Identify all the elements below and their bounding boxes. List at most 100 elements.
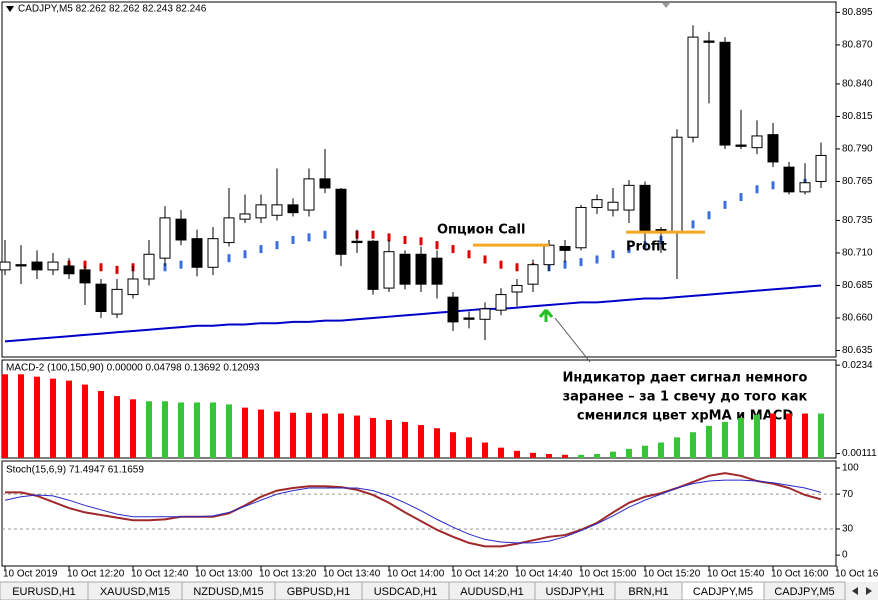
tab-label[interactable]: NZDUSD,M15: [193, 586, 263, 598]
macd-bar: [514, 450, 520, 458]
candle-body: [383, 251, 395, 289]
macd-bar: [818, 413, 824, 458]
macd-bar: [274, 411, 280, 458]
candle-body: [559, 245, 571, 251]
y-tick-label: 80.735: [842, 215, 873, 226]
macd-bar: [530, 452, 536, 458]
candle-body: [415, 253, 427, 285]
xpma-dot: [323, 230, 327, 239]
tab-scroll-arrows[interactable]: [852, 587, 872, 595]
macd-bar: [210, 402, 216, 458]
note-line: сменился цвет xpMA и MACD: [577, 409, 793, 424]
tab-label[interactable]: GBPUSD,H1: [287, 586, 351, 598]
macd-bar: [386, 419, 392, 458]
macd-bar: [754, 414, 760, 458]
candle-body: [639, 184, 651, 233]
macd-bar: [354, 415, 360, 458]
tab-label[interactable]: CADJPY,M5: [693, 586, 753, 598]
x-tick-label: 10 Oct 13:00: [195, 569, 253, 580]
xpma-dot: [611, 250, 615, 259]
macd-bar: [370, 417, 376, 458]
y-tick-label: 80.790: [842, 144, 873, 155]
x-tick-label: 10 Oct 15:00: [579, 569, 637, 580]
tab-label[interactable]: USDCAD,H1: [374, 586, 438, 598]
xpma-dot: [515, 263, 519, 272]
candle-body: [15, 264, 27, 267]
xpma-dot: [499, 260, 503, 269]
macd-bar: [50, 378, 56, 458]
macd-bar: [402, 421, 408, 458]
macd-bar: [770, 413, 776, 458]
xpma-dot: [387, 233, 391, 242]
candle-body: [223, 217, 235, 244]
candle-body: [351, 240, 363, 244]
candle-body: [239, 213, 251, 220]
macd-bar: [498, 447, 504, 458]
xpma-dot: [275, 241, 279, 250]
xpma-dot: [99, 263, 103, 272]
x-tick-label: 10 Oct 14:00: [387, 569, 445, 580]
candle-body: [159, 217, 171, 259]
candle-body: [751, 135, 763, 149]
candle-body: [431, 257, 443, 285]
xpma-dot: [707, 211, 711, 220]
x-tick-label: 10 Oct 15:20: [643, 569, 701, 580]
y-tick-label: 80.815: [842, 111, 873, 122]
tab-label[interactable]: XAUUSD,M15: [100, 586, 170, 598]
tab-label[interactable]: CADJPY,M5: [774, 586, 834, 598]
candle-body: [511, 284, 523, 293]
y-tick-label: 80.710: [842, 248, 873, 259]
xpma-dot: [83, 260, 87, 269]
x-tick-label: 10 Oct 13:40: [323, 569, 381, 580]
xpma-dot: [771, 181, 775, 190]
candle-body: [95, 283, 107, 312]
candle-body: [127, 278, 139, 296]
candle-body: [63, 265, 75, 275]
xpma-dot: [371, 230, 375, 239]
macd-bar: [722, 421, 728, 458]
y-tick-label: 70: [842, 489, 854, 500]
note-line: заранее – за 1 свечу до того как: [563, 390, 808, 405]
macd-bar: [674, 437, 680, 458]
tab-label[interactable]: AUDUSD,H1: [460, 586, 524, 598]
xpma-dot: [179, 260, 183, 269]
macd-bar: [258, 409, 264, 458]
macd-bar: [786, 413, 792, 458]
y-tick-label: 100: [842, 463, 859, 474]
candle-body: [287, 204, 299, 214]
candle-body: [703, 40, 715, 43]
macd-bar: [482, 442, 488, 458]
tab[interactable]: [763, 581, 846, 600]
xpma-dot: [627, 245, 631, 254]
candle-body: [175, 218, 187, 241]
annotation-label: Profit: [626, 240, 667, 255]
tab-label[interactable]: BRN,H1: [628, 586, 668, 598]
xpma-dot: [483, 255, 487, 264]
macd-bar: [98, 390, 104, 458]
macd-bar: [114, 396, 120, 458]
candle-body: [735, 144, 747, 147]
xpma-dot: [115, 265, 119, 274]
tab-label[interactable]: USDJPY,H1: [545, 586, 604, 598]
macd-bar: [2, 374, 8, 458]
xpma-dot: [755, 185, 759, 194]
macd-bar: [306, 412, 312, 458]
candle-body: [591, 199, 603, 208]
macd-bar: [146, 401, 152, 458]
xpma-dot: [563, 260, 567, 269]
dropdown-icon[interactable]: [6, 6, 14, 12]
tab-label[interactable]: EURUSD,H1: [12, 586, 76, 598]
candle-body: [543, 244, 555, 266]
candle-body: [671, 136, 683, 233]
macd-bar: [578, 454, 584, 458]
candle-body: [623, 184, 635, 211]
x-tick-label: 10 Oct 12:20: [67, 569, 125, 580]
y-tick-label: 0.0234: [842, 360, 873, 371]
candle-body: [575, 206, 587, 249]
x-tick-label: 10 Oct 14:40: [515, 569, 573, 580]
x-tick-label: 10 Oct 14:20: [451, 569, 509, 580]
candle-body: [463, 317, 475, 320]
macd-bar: [562, 454, 568, 458]
macd-bar: [690, 432, 696, 458]
